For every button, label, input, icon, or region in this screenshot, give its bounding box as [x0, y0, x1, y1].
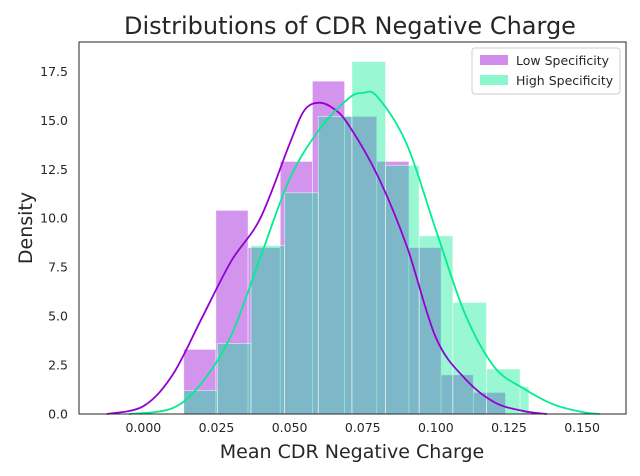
histogram-bar-high-specificity — [284, 192, 319, 415]
y-tick-label: 12.5 — [40, 162, 68, 177]
histogram-bar-low-specificity — [312, 80, 346, 415]
plot-background — [79, 42, 626, 414]
kde-curve-low-specificity — [106, 101, 548, 415]
kde-curve-high-specificity — [128, 90, 600, 415]
histogram-bar-low-specificity — [376, 161, 410, 415]
y-tick-label: 0.0 — [48, 407, 68, 422]
chart-title: Distributions of CDR Negative Charge — [124, 12, 576, 40]
histogram-bar-high-specificity — [317, 116, 353, 415]
x-axis-ticks: 0.000 0.025 0.050 0.075 0.100 0.125 0.150 — [125, 420, 600, 435]
y-tick-label: 7.5 — [48, 260, 68, 275]
histogram-bar-high-specificity — [216, 343, 252, 415]
kde-curves — [106, 90, 600, 415]
y-tick-label: 15.0 — [40, 113, 68, 128]
legend-label-low-specificity: Low Specificity — [516, 53, 610, 68]
x-axis-label: Mean CDR Negative Charge — [220, 441, 484, 463]
plot-frame — [78, 41, 627, 415]
legend-swatch-high-specificity — [480, 75, 508, 85]
y-axis-ticks: 0.0 2.5 5.0 7.5 10.0 12.5 15.0 17.5 — [40, 64, 68, 422]
x-tick-label: 0.150 — [564, 420, 600, 435]
legend-swatch-low-specificity — [480, 55, 508, 65]
y-tick-label: 5.0 — [48, 309, 68, 324]
legend-label-high-specificity: High Specificity — [516, 73, 614, 88]
histogram-bar-low-specificity — [344, 116, 378, 415]
plot-area — [78, 41, 627, 415]
histogram-bar-high-specificity — [418, 235, 454, 415]
y-tick-label: 2.5 — [48, 358, 68, 373]
x-tick-label: 0.125 — [491, 420, 527, 435]
y-axis-label: Density — [15, 192, 37, 264]
x-tick-label: 0.100 — [418, 420, 454, 435]
legend: Low Specificity High Specificity — [471, 47, 621, 95]
x-tick-label: 0.050 — [272, 420, 308, 435]
y-tick-label: 17.5 — [40, 64, 68, 79]
histogram-bar-high-specificity — [250, 245, 286, 415]
y-tick-label: 10.0 — [40, 211, 68, 226]
histogram-bar-high-specificity — [452, 301, 487, 415]
legend-box — [471, 47, 621, 95]
x-tick-label: 0.000 — [125, 420, 161, 435]
histogram-bar-high-specificity — [183, 390, 218, 415]
histogram-bar-high-specificity — [351, 61, 386, 415]
histogram-bar-low-specificity — [279, 161, 313, 415]
x-tick-label: 0.075 — [345, 420, 381, 435]
histogram-bar-low-specificity — [408, 247, 442, 415]
x-tick-label: 0.025 — [199, 420, 235, 435]
